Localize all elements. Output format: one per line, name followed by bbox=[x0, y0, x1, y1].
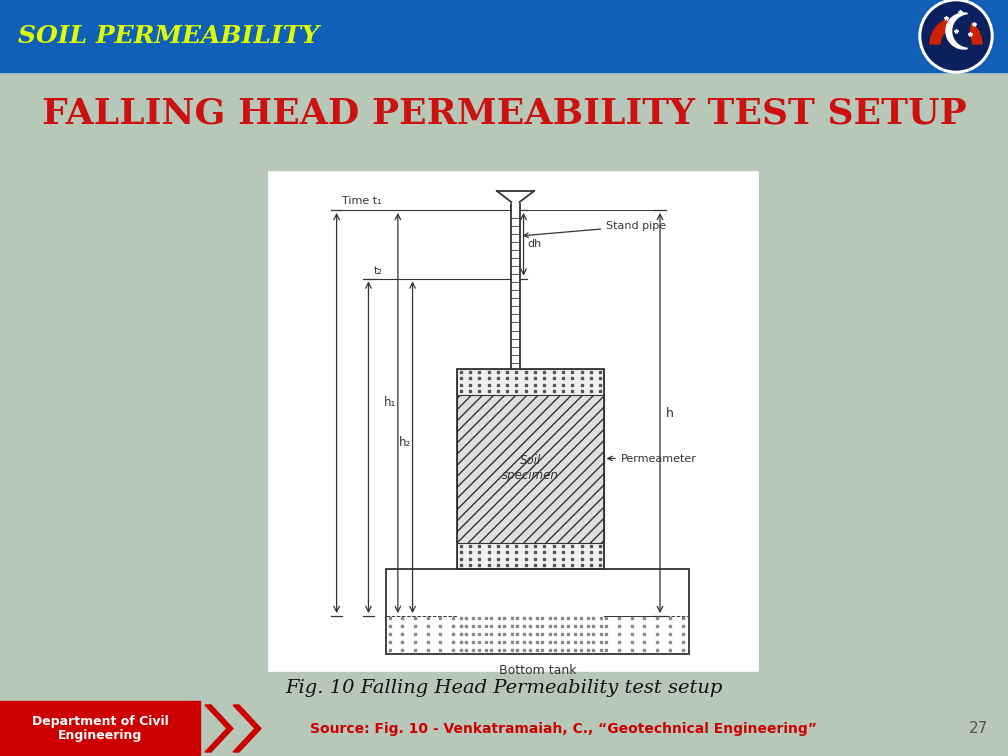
Text: h: h bbox=[666, 407, 673, 420]
Text: Soil
specimen: Soil specimen bbox=[502, 454, 558, 482]
Circle shape bbox=[922, 2, 990, 70]
Text: Fig. 10 Falling Head Permeability test setup: Fig. 10 Falling Head Permeability test s… bbox=[285, 679, 723, 697]
Bar bbox=[0, 701, 200, 756]
Text: FALLING HEAD PERMEABILITY TEST SETUP: FALLING HEAD PERMEABILITY TEST SETUP bbox=[41, 97, 967, 131]
Text: Department of Civil
Engineering: Department of Civil Engineering bbox=[31, 714, 168, 742]
Bar bbox=[457, 543, 604, 569]
Polygon shape bbox=[233, 705, 261, 752]
Text: Source: Fig. 10 - Venkatramaiah, C., “Geotechnical Engineering”: Source: Fig. 10 - Venkatramaiah, C., “Ge… bbox=[310, 721, 816, 736]
Text: Permeameter: Permeameter bbox=[608, 454, 697, 463]
Text: dh: dh bbox=[527, 239, 541, 249]
Wedge shape bbox=[930, 18, 982, 44]
Wedge shape bbox=[946, 13, 967, 49]
Text: Bottom tank: Bottom tank bbox=[499, 665, 577, 677]
Bar bbox=[457, 368, 604, 569]
Bar bbox=[0, 0, 1008, 72]
Bar bbox=[457, 368, 604, 395]
Text: h₂: h₂ bbox=[399, 435, 411, 449]
Text: Time t₁: Time t₁ bbox=[343, 196, 382, 206]
Bar bbox=[457, 395, 604, 543]
Text: 27: 27 bbox=[969, 721, 988, 736]
Wedge shape bbox=[953, 15, 972, 47]
Bar bbox=[268, 171, 758, 671]
Bar bbox=[386, 569, 689, 653]
Text: t₂: t₂ bbox=[373, 265, 382, 275]
Circle shape bbox=[919, 0, 993, 73]
Polygon shape bbox=[205, 705, 233, 752]
Text: L: L bbox=[456, 462, 463, 475]
Text: h₁: h₁ bbox=[384, 396, 396, 410]
Text: SOIL PERMEABILITY: SOIL PERMEABILITY bbox=[18, 24, 320, 48]
Text: Stand pipe: Stand pipe bbox=[524, 221, 666, 237]
